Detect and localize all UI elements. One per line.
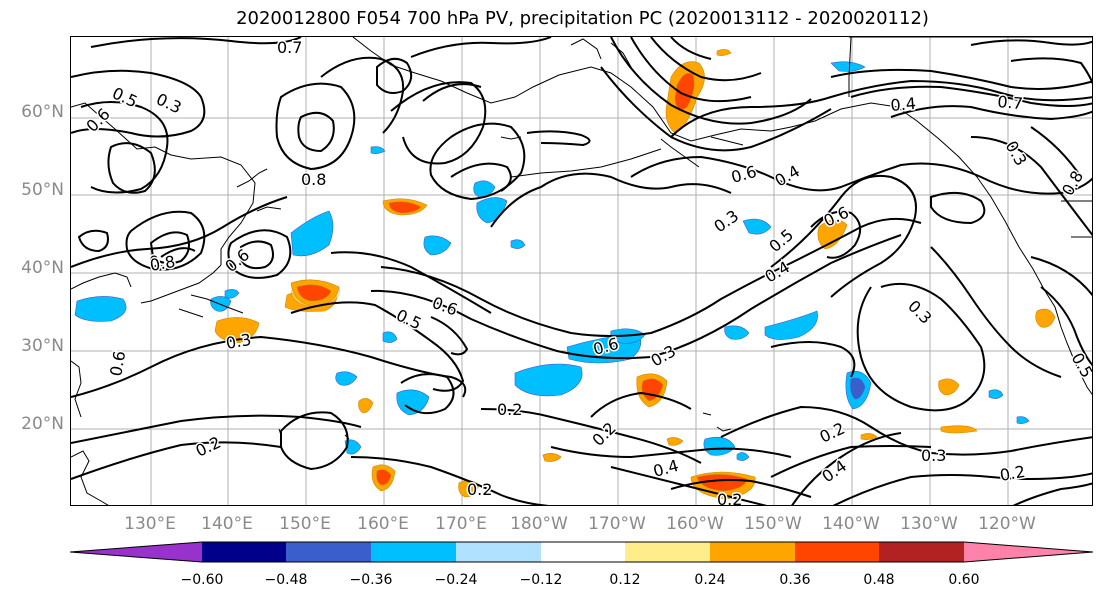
colorbar: [70, 541, 1094, 563]
contour-label: 0.4: [772, 161, 804, 190]
lon-label: 180°W: [510, 514, 568, 534]
colorbar-tick-label: 0.12: [609, 572, 641, 588]
contour-label: 0.6: [106, 349, 129, 377]
lon-label: 130°W: [900, 514, 958, 534]
colorbar-segment: [625, 542, 710, 562]
colorbar-segment: [202, 542, 286, 562]
contour-label: 0.6: [430, 293, 460, 320]
coastlines: [71, 37, 1092, 505]
lon-label: 140°W: [822, 514, 880, 534]
lon-label: 150°W: [744, 514, 802, 534]
colorbar-segment: [710, 542, 795, 562]
lon-label: 120°W: [978, 514, 1036, 534]
contour-label: 0.2: [717, 490, 742, 506]
contour-label: 0.2: [998, 462, 1026, 485]
lat-label-50n: 50°N: [21, 180, 64, 200]
contour-label: 0.8: [149, 252, 174, 271]
contour-label: 0.3: [904, 296, 935, 327]
colorbar-segment: [541, 542, 625, 562]
lon-label: 170°E: [435, 514, 487, 534]
colorbar-segment: [456, 542, 541, 562]
colorbar-outline: [70, 541, 1094, 563]
lon-label: 130°E: [124, 514, 176, 534]
lon-label: 140°E: [201, 514, 253, 534]
contour-label: 0.4: [890, 94, 917, 115]
colorbar-segment: [795, 542, 879, 562]
contour-label: 0.3: [153, 89, 184, 117]
colorbar-tick-label: −0.24: [434, 572, 478, 588]
lat-label-60n: 60°N: [21, 102, 64, 122]
colorbar-segment: [286, 542, 371, 562]
contour-label: 0.7: [277, 38, 302, 57]
colorbar-segment: [964, 542, 1093, 562]
colorbar-tick-label: −0.12: [519, 572, 563, 588]
colorbar-tick-label: −0.60: [180, 572, 224, 588]
colorbar-segment: [70, 542, 202, 562]
contour-label: 0.4: [818, 456, 850, 486]
contour-labels: 0.7 0.5 0.3 0.6 0.8 0.8 0.6 0.5 0.2 0.3 …: [81, 37, 1092, 506]
precip-negative-shading: [74, 61, 1030, 461]
contour-label: 0.3: [648, 341, 680, 370]
pv-contours: [71, 37, 1092, 505]
map-canvas: 0.7 0.5 0.3 0.6 0.8 0.8 0.6 0.5 0.2 0.3 …: [71, 37, 1092, 506]
colorbar-tick-label: 0.24: [694, 572, 726, 588]
map-title: 2020012800 F054 700 hPa PV, precipitatio…: [236, 8, 929, 29]
lon-label: 160°W: [666, 514, 724, 534]
colorbar-tick-label: −0.48: [264, 572, 308, 588]
lon-label: 170°W: [588, 514, 646, 534]
lat-label-20n: 20°N: [21, 414, 64, 434]
contour-label: 0.8: [301, 170, 326, 189]
contour-label: 0.6: [729, 162, 759, 187]
contour-label: 0.3: [224, 330, 252, 353]
contour-label: 0.8: [148, 252, 176, 275]
contour-label: 0.6: [82, 104, 113, 135]
precip-positive-shading: [214, 49, 1056, 500]
colorbar-segments: [70, 542, 1093, 562]
lon-label: 150°E: [279, 514, 331, 534]
contour-label: 0.2: [817, 419, 848, 447]
contour-label: 0.4: [651, 456, 681, 481]
colorbar-tick-label: 0.60: [948, 572, 980, 588]
contour-label: 0.5: [109, 83, 140, 111]
contour-label: 0.2: [588, 418, 619, 449]
contour-label: 0.3: [921, 446, 946, 465]
colorbar-tick-label: 0.36: [779, 572, 811, 588]
contour-label: 0.2: [467, 480, 492, 499]
colorbar-segment: [371, 542, 456, 562]
contour-label: 0.2: [193, 433, 224, 461]
contour-label: 0.3: [1002, 138, 1031, 170]
map-panel: 0.7 0.5 0.3 0.6 0.8 0.8 0.6 0.5 0.2 0.3 …: [70, 36, 1093, 506]
lat-label-40n: 40°N: [21, 258, 64, 278]
lat-label-30n: 30°N: [21, 336, 64, 356]
contour-label: 0.2: [497, 400, 522, 419]
colorbar-tick-label: −0.36: [349, 572, 393, 588]
contour-label: 0.7: [997, 92, 1024, 113]
contour-label: 0.5: [393, 305, 424, 333]
contour-label: 0.6: [221, 245, 253, 276]
lon-label: 160°E: [357, 514, 409, 534]
contour-label: 0.5: [765, 225, 797, 256]
contour-label: 0.4: [762, 257, 794, 286]
colorbar-segment: [879, 542, 964, 562]
contour-label: 0.3: [710, 206, 742, 236]
colorbar-tick-label: 0.48: [863, 572, 895, 588]
